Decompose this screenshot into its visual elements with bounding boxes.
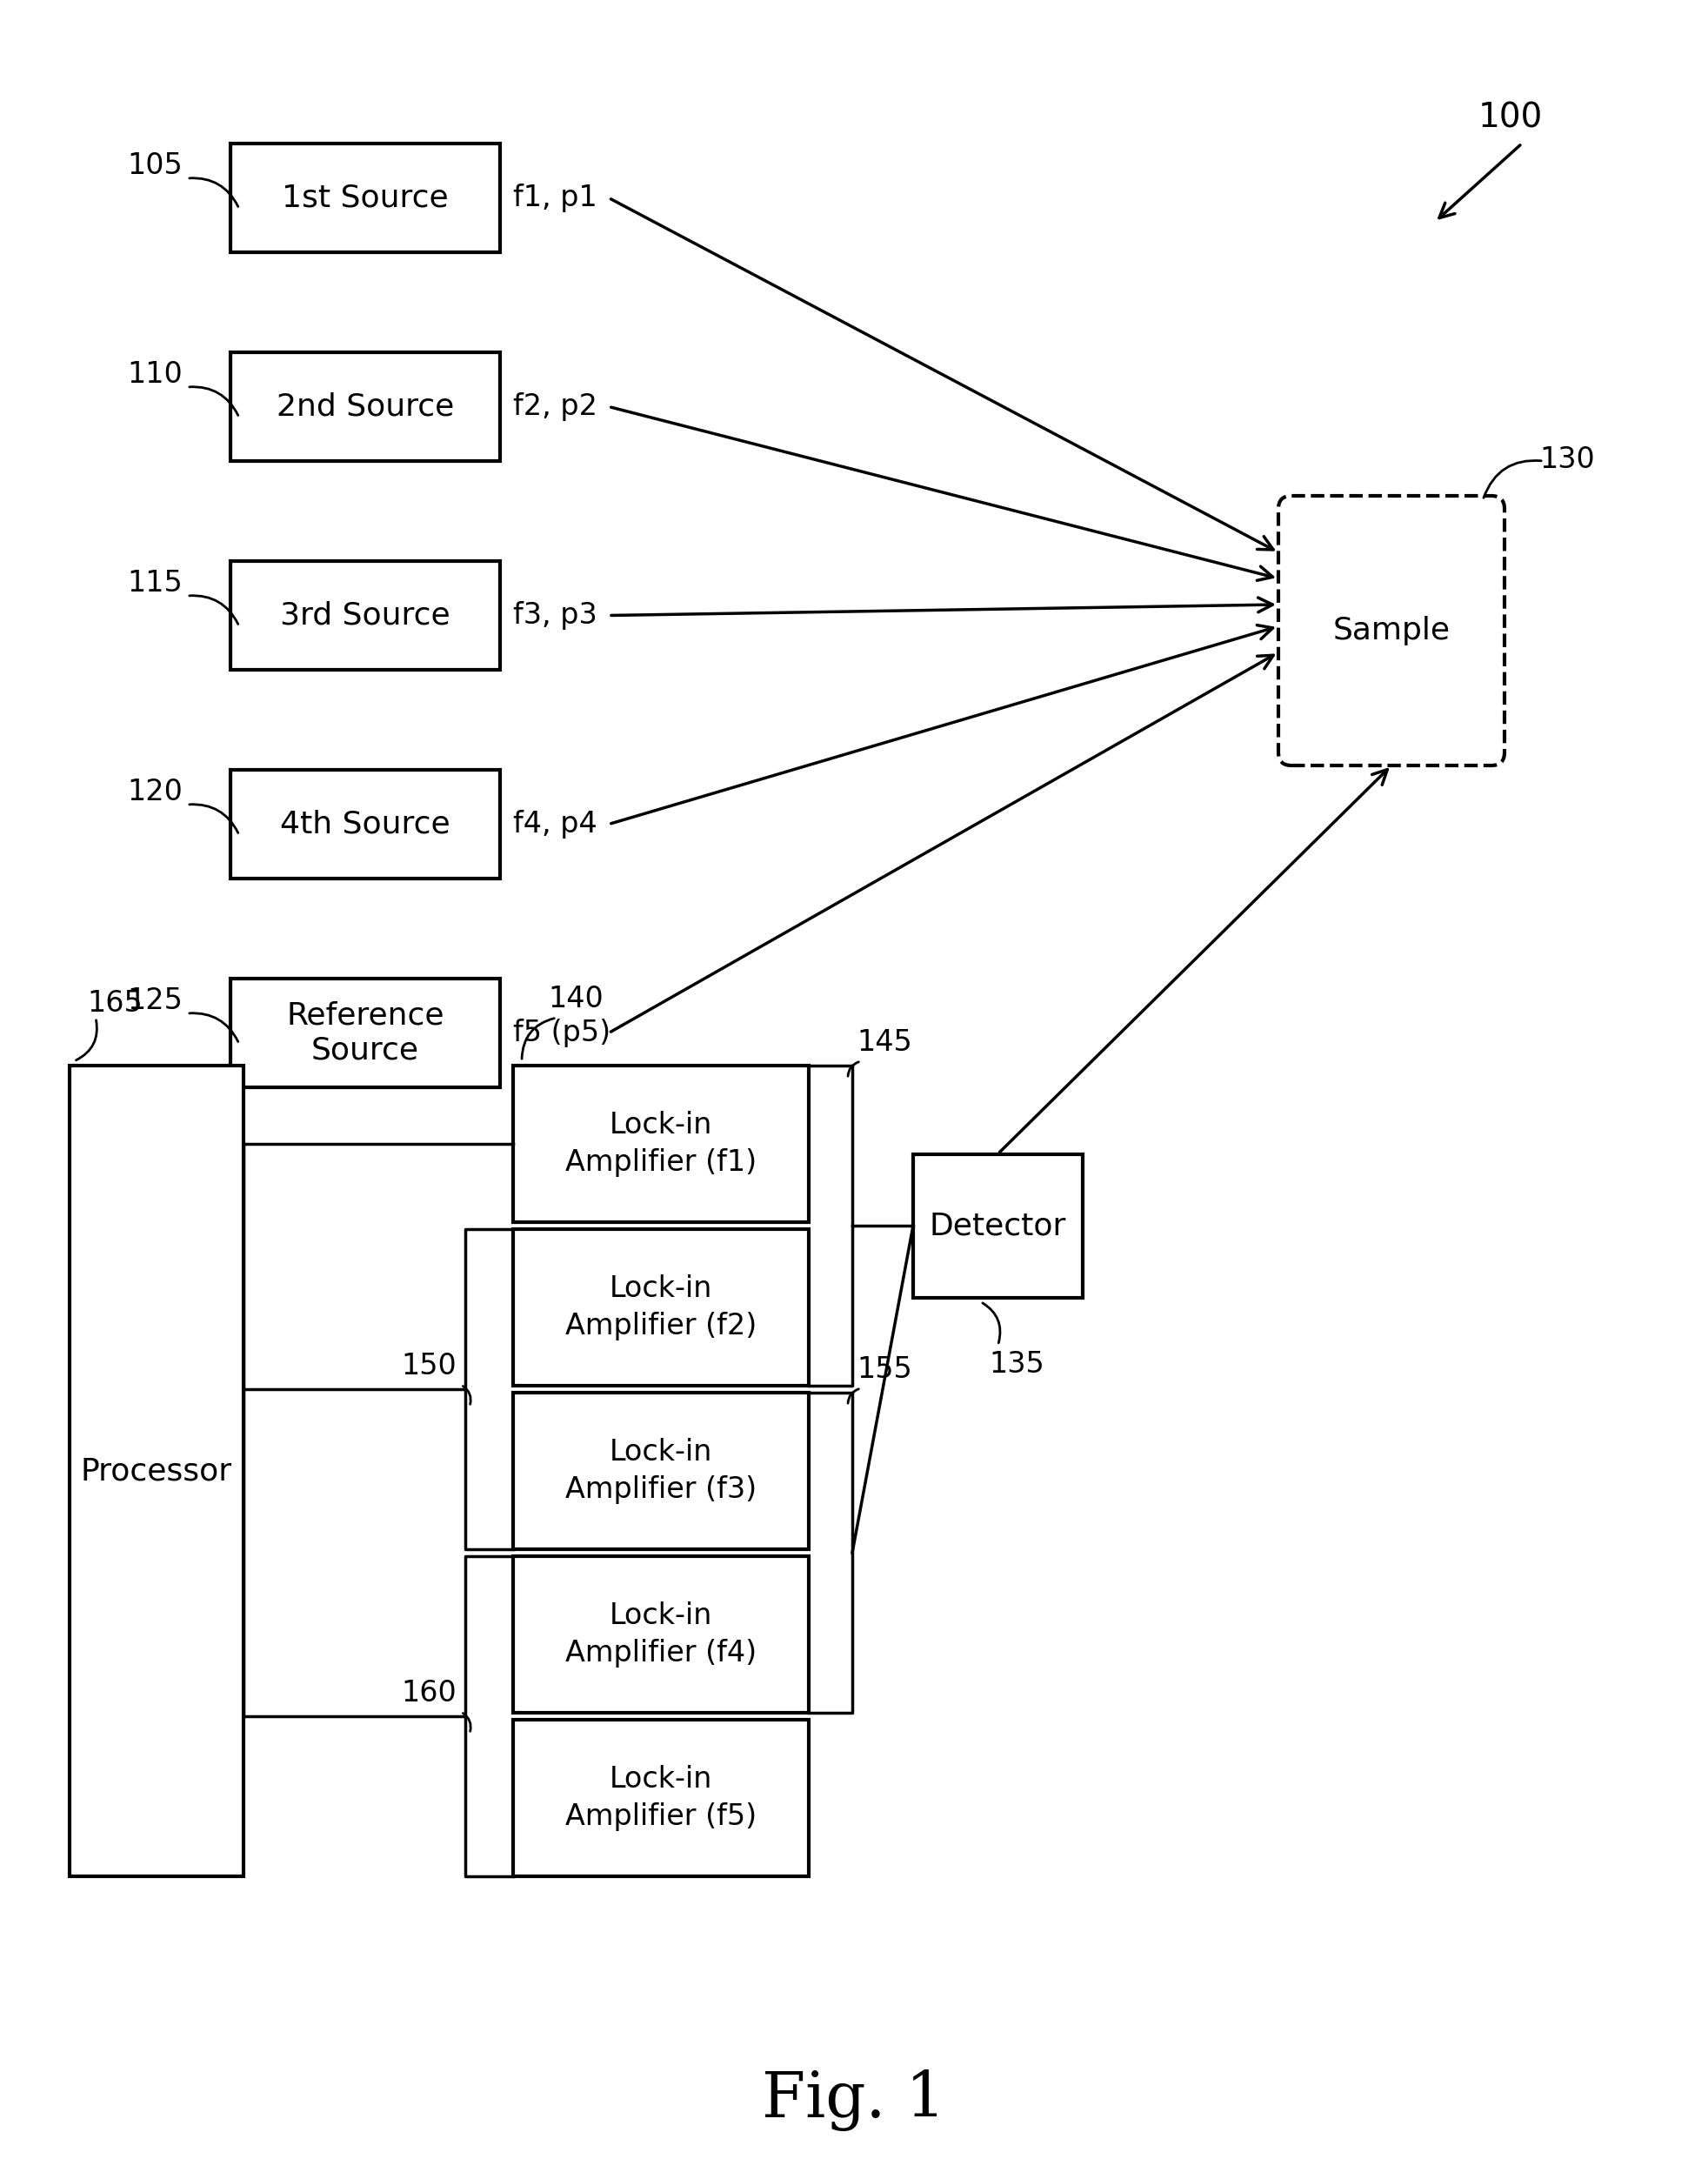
Text: 145: 145: [857, 1028, 912, 1057]
Text: 4th Source: 4th Source: [280, 808, 451, 839]
Text: 165: 165: [87, 989, 142, 1018]
Text: 3rd Source: 3rd Source: [280, 601, 451, 630]
Text: Fig. 1: Fig. 1: [762, 2070, 946, 2131]
Text: Detector: Detector: [929, 1212, 1066, 1240]
Text: Lock-in
Amplifier (f1): Lock-in Amplifier (f1): [565, 1111, 757, 1177]
Text: 105: 105: [126, 150, 183, 179]
Text: Lock-in
Amplifier (f4): Lock-in Amplifier (f4): [565, 1602, 757, 1667]
Bar: [231, 560, 500, 669]
Bar: [512, 1229, 810, 1386]
Text: 130: 130: [1539, 445, 1595, 475]
Text: 120: 120: [126, 778, 183, 806]
Bar: [70, 1066, 244, 1876]
Text: 1st Source: 1st Source: [282, 183, 449, 214]
Text: 110: 110: [126, 360, 183, 388]
Bar: [914, 1155, 1083, 1297]
Text: Lock-in
Amplifier (f2): Lock-in Amplifier (f2): [565, 1275, 757, 1340]
Bar: [231, 353, 500, 462]
Bar: [512, 1392, 810, 1549]
Text: f5 (p5): f5 (p5): [512, 1018, 610, 1048]
Text: Lock-in
Amplifier (f3): Lock-in Amplifier (f3): [565, 1438, 757, 1504]
Text: f3, p3: f3, p3: [512, 601, 598, 630]
Text: 2nd Source: 2nd Source: [277, 392, 454, 421]
Text: 115: 115: [126, 569, 183, 597]
Text: Reference
Source: Reference Source: [287, 1000, 444, 1066]
Bar: [512, 1066, 810, 1222]
Text: f4, p4: f4, p4: [512, 811, 598, 839]
Text: f2, p2: f2, p2: [512, 392, 598, 421]
Bar: [231, 144, 500, 253]
Text: Processor: Processor: [80, 1456, 232, 1486]
Bar: [231, 978, 500, 1087]
Text: 125: 125: [126, 985, 183, 1015]
Bar: [231, 769, 500, 878]
FancyBboxPatch shape: [1278, 497, 1505, 765]
Text: 160: 160: [401, 1678, 456, 1708]
Text: f1, p1: f1, p1: [512, 183, 598, 211]
Text: 100: 100: [1479, 100, 1542, 133]
Bar: [512, 1719, 810, 1876]
Text: Lock-in
Amplifier (f5): Lock-in Amplifier (f5): [565, 1765, 757, 1830]
Bar: [512, 1556, 810, 1713]
Text: Sample: Sample: [1332, 617, 1450, 645]
Text: 135: 135: [989, 1349, 1045, 1379]
Text: 155: 155: [857, 1355, 912, 1384]
Text: 140: 140: [548, 985, 603, 1013]
Text: 150: 150: [401, 1351, 456, 1381]
